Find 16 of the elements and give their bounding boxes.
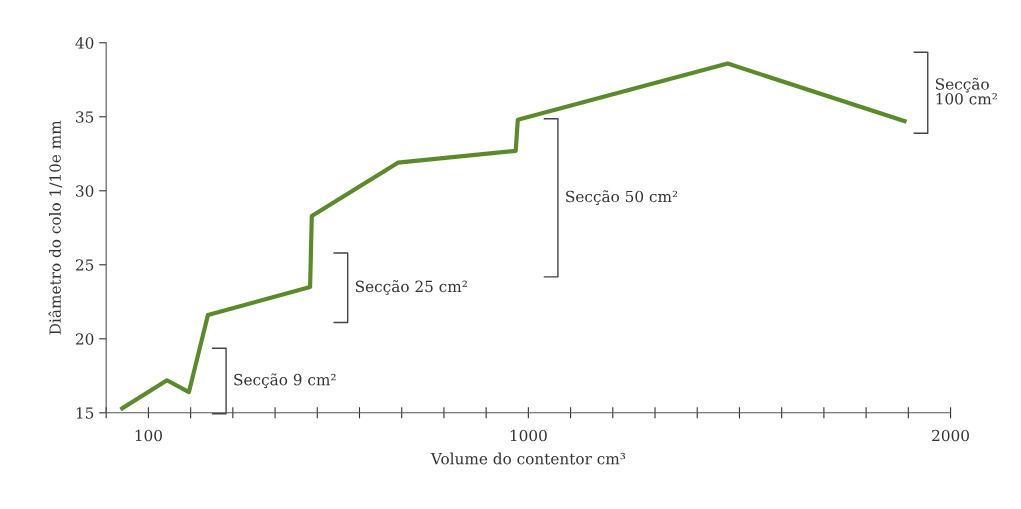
x-tick-label: 1000	[510, 429, 547, 442]
x-axis-title: Volume do contentor cm³	[430, 452, 626, 465]
y-tick-label: 15	[76, 407, 94, 419]
x-tick-label: 2000	[932, 429, 969, 442]
y-tick-label: 35	[76, 111, 94, 123]
line-series	[120, 61, 907, 411]
annotation: Secção 50 cm²	[566, 190, 678, 205]
y-axis-title: Diâmetro do colo 1/10e mm	[48, 120, 63, 335]
y-tick-label: 20	[75, 333, 94, 345]
annotation: Secção 25 cm²	[355, 280, 467, 295]
annotation: Secção 9 cm²	[234, 373, 336, 389]
y-tick-label: 40	[75, 37, 94, 49]
x-tick-label: 100	[135, 429, 162, 442]
y-tick-label: 30	[76, 185, 94, 197]
y-tick-label: 25	[75, 259, 94, 271]
annotation: Secção 100 cm²	[935, 77, 997, 105]
